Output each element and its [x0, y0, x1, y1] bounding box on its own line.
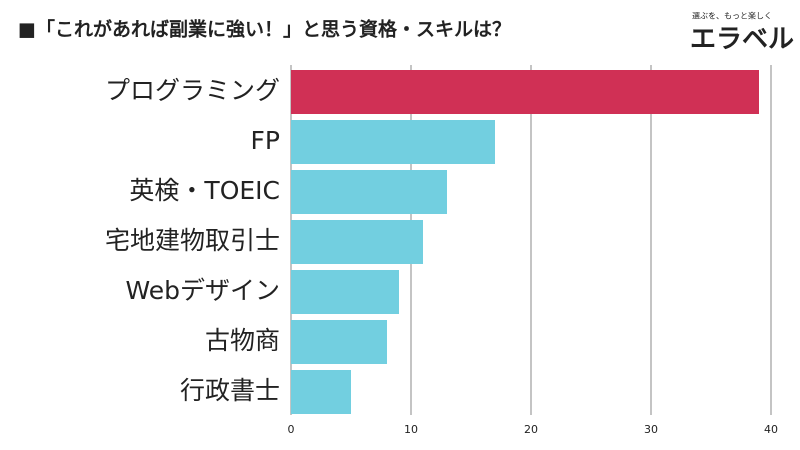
bar	[291, 270, 399, 314]
bar	[291, 220, 423, 264]
bar	[291, 120, 495, 164]
bar	[291, 320, 387, 364]
bar	[291, 170, 447, 214]
y-tick-label: Webデザイン	[125, 276, 280, 305]
x-tick-label: 40	[764, 423, 778, 436]
logo-name: エラベル	[690, 25, 794, 55]
y-tick-label: 古物商	[205, 326, 280, 355]
y-tick-label: 行政書士	[180, 376, 280, 405]
x-tick-label: 0	[288, 423, 295, 436]
bar	[291, 70, 759, 114]
y-tick-label: 宅地建物取引士	[105, 226, 280, 255]
bar	[291, 370, 351, 414]
y-tick-label: FP	[251, 126, 280, 155]
x-tick-label: 30	[644, 423, 658, 436]
y-tick-label: 英検・TOEIC	[129, 176, 280, 205]
chart-title: ■「これがあれば副業に強い！」と思う資格・スキルは？	[18, 18, 511, 41]
y-tick-label: プログラミング	[105, 76, 280, 105]
x-tick-label: 10	[404, 423, 418, 436]
logo-tagline: 選ぶを、もっと楽しく	[692, 11, 772, 21]
x-tick-label: 20	[524, 423, 538, 436]
